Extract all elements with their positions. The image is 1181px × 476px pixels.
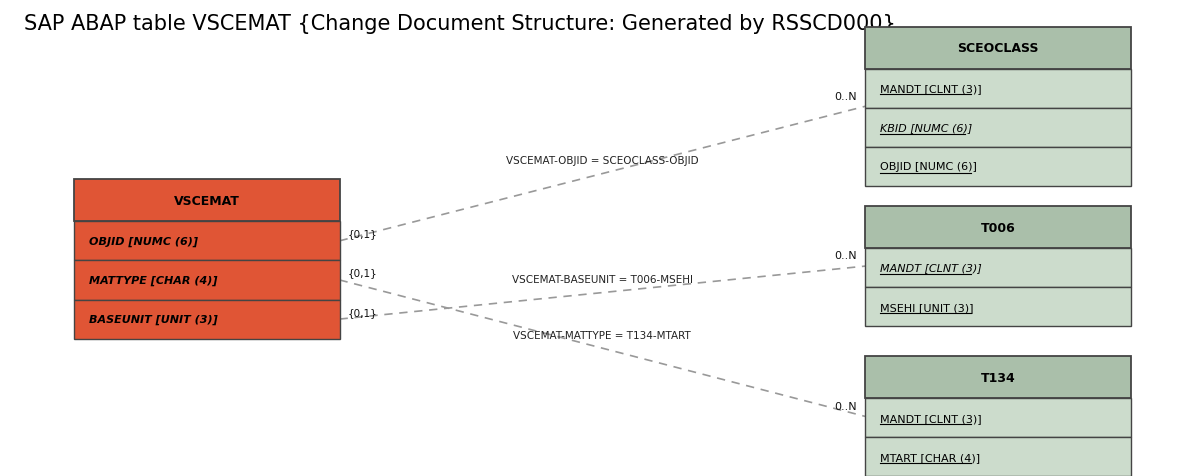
Text: MATTYPE [CHAR (4)]: MATTYPE [CHAR (4)] — [89, 275, 217, 286]
Text: MANDT [CLNT (3)]: MANDT [CLNT (3)] — [880, 413, 983, 423]
Text: VSCEMAT-BASEUNIT = T006-MSEHI: VSCEMAT-BASEUNIT = T006-MSEHI — [511, 275, 693, 285]
Text: SCEOCLASS: SCEOCLASS — [957, 42, 1039, 55]
Text: MANDT [CLNT (3)]: MANDT [CLNT (3)] — [880, 263, 983, 273]
Bar — [864, 69, 1130, 109]
Bar — [864, 398, 1130, 437]
Text: VSCEMAT: VSCEMAT — [174, 194, 240, 208]
Text: {0,1}: {0,1} — [347, 268, 378, 278]
Text: 0..N: 0..N — [834, 251, 856, 261]
Bar — [73, 222, 340, 261]
Text: MANDT [CLNT (3)]: MANDT [CLNT (3)] — [880, 84, 983, 94]
Bar — [864, 109, 1130, 148]
Text: {0,1}: {0,1} — [347, 307, 378, 317]
Text: KBID [NUMC (6)]: KBID [NUMC (6)] — [880, 123, 973, 133]
Text: VSCEMAT-OBJID = SCEOCLASS-OBJID: VSCEMAT-OBJID = SCEOCLASS-OBJID — [505, 156, 699, 166]
Bar — [73, 300, 340, 339]
Text: 0..N: 0..N — [834, 91, 856, 101]
Bar — [864, 437, 1130, 476]
Bar — [73, 261, 340, 300]
Bar — [864, 207, 1130, 248]
Bar — [864, 288, 1130, 327]
Text: VSCEMAT-MATTYPE = T134-MTART: VSCEMAT-MATTYPE = T134-MTART — [514, 330, 691, 340]
Bar — [864, 357, 1130, 398]
Text: OBJID [NUMC (6)]: OBJID [NUMC (6)] — [89, 236, 198, 247]
Text: T134: T134 — [980, 371, 1016, 384]
Bar — [864, 248, 1130, 288]
Text: BASEUNIT [UNIT (3)]: BASEUNIT [UNIT (3)] — [89, 314, 218, 325]
Bar — [73, 180, 340, 222]
Text: 0..N: 0..N — [834, 401, 856, 411]
Bar — [864, 148, 1130, 187]
Bar — [864, 28, 1130, 69]
Text: T006: T006 — [980, 221, 1016, 234]
Text: {0,1}: {0,1} — [347, 229, 378, 239]
Text: MSEHI [UNIT (3)]: MSEHI [UNIT (3)] — [880, 302, 974, 312]
Text: OBJID [NUMC (6)]: OBJID [NUMC (6)] — [880, 162, 978, 172]
Text: SAP ABAP table VSCEMAT {Change Document Structure: Generated by RSSCD000}: SAP ABAP table VSCEMAT {Change Document … — [24, 14, 895, 34]
Text: MTART [CHAR (4)]: MTART [CHAR (4)] — [880, 452, 980, 462]
